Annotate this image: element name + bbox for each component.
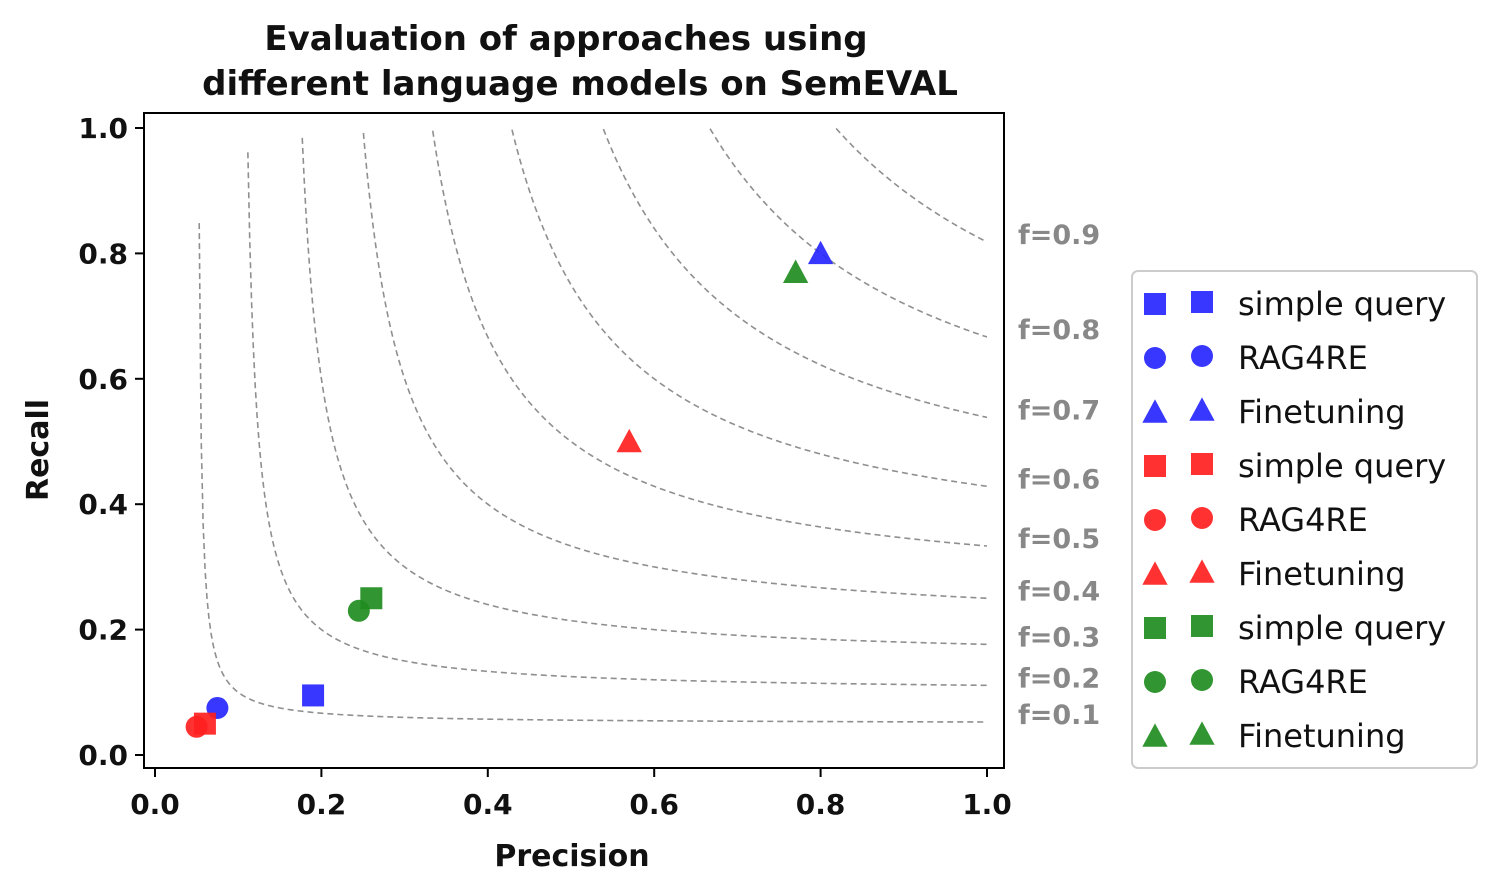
legend-marker-square [1144,455,1166,477]
legend-marker-square [1191,615,1213,637]
iso-f1-labels: f=0.1 f=0.2 f=0.3 f=0.4 f=0.5 f=0.6 f=0.7 f=0.8… [1018,220,1100,731]
legend-marker-square [1191,291,1213,313]
legend-marker-circle [1191,669,1213,691]
iso-f1-label: f=0.1 [1018,700,1100,731]
data-point-circle [347,599,370,622]
data-point-square [302,684,325,707]
iso-f1-curve [511,129,988,488]
chart-title-line-1: Evaluation of approaches using [264,19,867,59]
data-point-triangle [616,428,642,453]
legend-entry-label: simple query [1238,285,1446,323]
data-point-triangle [782,259,809,283]
y-tick-label: 0.8 [78,237,128,270]
x-tick-label: 1.0 [962,788,1012,821]
legend-marker-triangle [1142,723,1168,747]
iso-f1-curve [362,132,988,600]
y-axis-label: Recall [21,399,56,501]
y-tick-label: 0.0 [78,739,128,772]
iso-f1-curve [431,130,988,547]
x-tick-label: 0.4 [463,788,513,821]
legend-marker-square [1144,617,1166,639]
iso-f1-label: f=0.7 [1018,395,1100,426]
iso-f1-curves [198,127,988,723]
legend-marker-square [1191,453,1213,475]
legend-marker-triangle [1189,721,1215,745]
legend-entry-label: Finetuning [1238,393,1406,431]
x-axis-ticks: 0.0 0.2 0.4 0.6 0.8 1.0 [130,768,1012,821]
legend-marker-square [1144,293,1166,315]
legend-marker-triangle [1142,561,1168,585]
iso-f1-curve [247,152,988,687]
legend-entry-label: RAG4RE [1238,339,1368,377]
data-point-triangle [807,240,834,265]
legend-entry-label: RAG4RE [1238,501,1368,539]
data-points [185,240,834,738]
iso-f1-curve [198,223,987,723]
legend-marker-triangle [1142,399,1168,423]
chart-title-line-2: different language models on SemEVAL [202,64,958,104]
legend-entry-label: simple query [1238,609,1446,647]
iso-f1-label: f=0.9 [1018,220,1100,251]
legend-entry-label: simple query [1238,447,1446,485]
x-tick-label: 0.0 [130,788,180,821]
y-tick-label: 0.2 [78,614,128,647]
legend-marker-circle [1144,347,1166,369]
data-point-circle [185,715,208,738]
iso-f1-curve [602,128,988,419]
x-axis-label: Precision [494,839,649,874]
legend-entry-label: RAG4RE [1238,663,1368,701]
iso-f1-curve [835,127,988,243]
legend-marker-triangle [1189,559,1215,583]
legend-marker-circle [1144,509,1166,531]
iso-f1-curve [301,137,988,646]
iso-f1-label: f=0.4 [1018,576,1100,607]
legend: simple query RAG4RE Finetuning simple query… [1131,270,1478,769]
y-tick-label: 0.6 [78,363,128,396]
iso-f1-label: f=0.2 [1018,663,1100,694]
iso-f1-curve [709,128,988,338]
legend-marker-circle [1191,345,1213,367]
y-tick-label: 0.4 [78,488,128,521]
x-tick-label: 0.8 [796,788,846,821]
x-tick-label: 0.2 [297,788,347,821]
legend-frame [1131,270,1478,769]
iso-f1-label: f=0.6 [1018,464,1100,495]
legend-marker-circle [1144,671,1166,693]
legend-marker-triangle [1189,397,1215,421]
legend-entry-label: Finetuning [1238,555,1406,593]
plot-area-frame [143,112,1005,769]
y-axis-ticks: 0.0 0.2 0.4 0.6 0.8 1.0 [78,112,144,772]
iso-f1-label: f=0.8 [1018,315,1100,346]
legend-entry-label: Finetuning [1238,717,1406,755]
x-tick-label: 0.6 [629,788,679,821]
iso-f1-label: f=0.5 [1018,524,1100,555]
y-tick-label: 1.0 [78,112,128,145]
iso-f1-label: f=0.3 [1018,622,1100,653]
legend-marker-circle [1191,507,1213,529]
